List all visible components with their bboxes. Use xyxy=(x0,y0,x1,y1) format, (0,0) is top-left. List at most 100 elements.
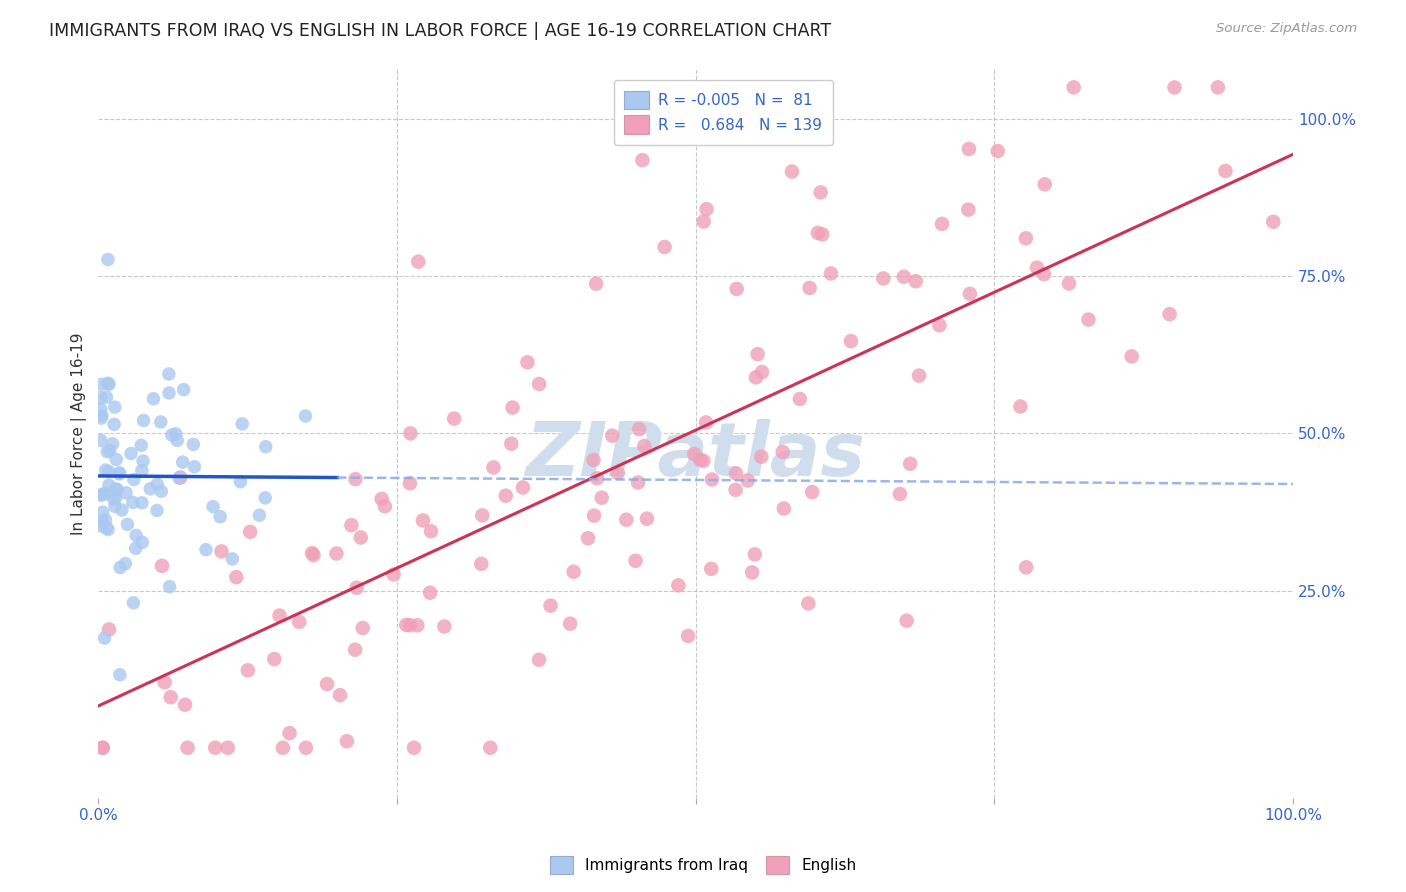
Point xyxy=(125,528,148,542)
Point xyxy=(695,416,717,430)
Point xyxy=(807,226,830,240)
Point xyxy=(1033,178,1056,192)
Point xyxy=(231,417,253,431)
Point xyxy=(749,450,772,464)
Point xyxy=(90,488,112,502)
Point xyxy=(167,471,190,485)
Point xyxy=(97,465,120,479)
Legend: R = -0.005   N =  81, R =   0.684   N = 139: R = -0.005 N = 81, R = 0.684 N = 139 xyxy=(613,79,832,145)
Point xyxy=(1010,400,1032,414)
Point xyxy=(325,547,347,561)
Point xyxy=(229,475,252,489)
Point xyxy=(165,426,187,441)
Point xyxy=(583,508,606,523)
Point xyxy=(340,518,363,533)
Point xyxy=(90,391,112,405)
Point xyxy=(103,417,125,432)
Point xyxy=(741,566,763,580)
Point xyxy=(131,496,153,510)
Point xyxy=(724,467,747,481)
Point xyxy=(495,489,517,503)
Point xyxy=(159,580,181,594)
Point xyxy=(96,390,118,404)
Point xyxy=(91,740,114,755)
Point xyxy=(696,202,718,217)
Point xyxy=(91,487,114,501)
Point xyxy=(678,128,700,143)
Point xyxy=(263,652,285,666)
Point xyxy=(90,411,112,425)
Point xyxy=(627,475,650,490)
Point xyxy=(150,558,173,573)
Point xyxy=(893,269,915,284)
Point xyxy=(98,623,121,637)
Y-axis label: In Labor Force | Age 16-19: In Labor Force | Age 16-19 xyxy=(72,332,87,534)
Point xyxy=(412,513,434,527)
Point xyxy=(1077,312,1099,326)
Point xyxy=(1057,277,1080,291)
Point xyxy=(676,629,699,643)
Point xyxy=(211,544,233,558)
Point xyxy=(692,454,714,468)
Point xyxy=(470,557,492,571)
Point xyxy=(751,365,773,379)
Point xyxy=(502,401,524,415)
Point xyxy=(780,164,803,178)
Point xyxy=(90,434,112,448)
Point xyxy=(104,500,127,514)
Point xyxy=(183,459,205,474)
Point xyxy=(132,454,155,468)
Point xyxy=(419,585,441,599)
Point xyxy=(959,286,981,301)
Point xyxy=(889,487,911,501)
Point xyxy=(562,565,585,579)
Point xyxy=(96,444,118,458)
Point xyxy=(408,254,430,268)
Point xyxy=(105,483,128,497)
Point xyxy=(1159,307,1181,321)
Point xyxy=(173,383,195,397)
Point xyxy=(512,481,534,495)
Point xyxy=(624,554,647,568)
Point xyxy=(501,436,523,450)
Point xyxy=(725,282,748,296)
Point xyxy=(957,202,980,217)
Point xyxy=(105,452,128,467)
Point xyxy=(172,455,194,469)
Point xyxy=(131,535,153,549)
Point xyxy=(132,413,155,427)
Point xyxy=(336,734,359,748)
Point xyxy=(157,367,180,381)
Point xyxy=(121,495,143,509)
Point xyxy=(125,541,148,556)
Point xyxy=(146,503,169,517)
Point xyxy=(174,698,197,712)
Point xyxy=(93,631,115,645)
Point xyxy=(633,439,655,453)
Point xyxy=(249,508,271,523)
Point xyxy=(631,153,654,168)
Point xyxy=(931,217,953,231)
Point xyxy=(90,402,112,417)
Point xyxy=(98,478,121,492)
Point xyxy=(142,392,165,406)
Legend: Immigrants from Iraq, English: Immigrants from Iraq, English xyxy=(544,850,862,880)
Point xyxy=(689,452,711,467)
Point xyxy=(129,438,152,452)
Point xyxy=(166,434,188,448)
Point xyxy=(122,473,145,487)
Point xyxy=(1063,80,1085,95)
Point xyxy=(225,570,247,584)
Point xyxy=(94,513,117,527)
Point xyxy=(302,548,325,562)
Point xyxy=(122,596,145,610)
Point xyxy=(399,476,422,491)
Point xyxy=(301,546,323,560)
Point xyxy=(801,485,824,500)
Point xyxy=(131,464,153,478)
Point xyxy=(94,463,117,477)
Point xyxy=(157,386,180,401)
Point xyxy=(344,472,367,486)
Point xyxy=(576,531,599,545)
Point xyxy=(1015,560,1038,574)
